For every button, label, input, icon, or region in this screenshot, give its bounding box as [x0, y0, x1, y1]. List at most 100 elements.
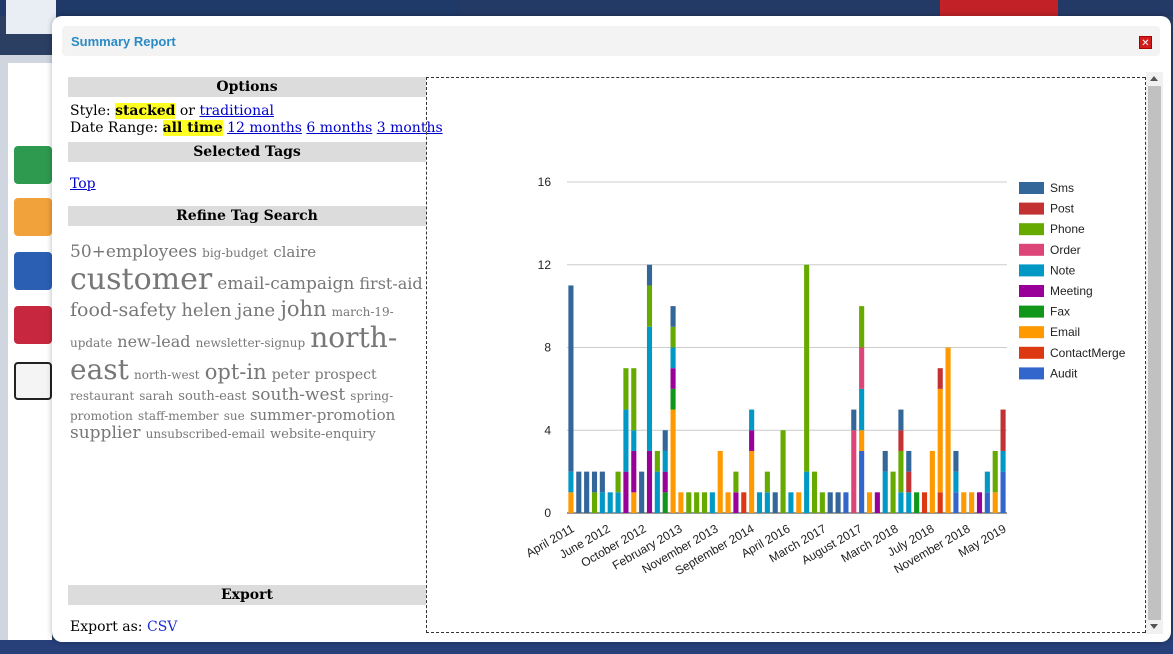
bar-segment-note: [623, 409, 629, 472]
tag-north-east[interactable]: north-east: [70, 320, 398, 387]
legend-swatch: [1019, 264, 1044, 277]
tasks-icon[interactable]: [14, 306, 52, 344]
bar-segment-sms: [953, 450, 959, 472]
style-traditional-link[interactable]: traditional: [199, 103, 274, 119]
bar-segment-note: [646, 326, 653, 451]
style-stacked-option[interactable]: stacked: [115, 103, 176, 119]
scroll-up-icon[interactable]: [1150, 76, 1158, 81]
top-link[interactable]: Top: [70, 176, 96, 192]
bar-segment-fax: [662, 492, 668, 513]
tag-opt-in[interactable]: opt-in: [204, 360, 267, 385]
bar-segment-meeting: [670, 368, 676, 389]
tag-jane[interactable]: jane: [236, 300, 276, 322]
export-label: Export as:: [70, 619, 143, 635]
date-12-months-link[interactable]: 12 months: [227, 120, 302, 136]
tag-email-campaign[interactable]: email-campaign: [217, 273, 355, 294]
tag-restaurant[interactable]: restaurant: [70, 389, 135, 404]
bar-segment-note: [631, 430, 637, 451]
chart-scrollbar[interactable]: [1146, 72, 1163, 634]
bar-segment-order: [859, 347, 865, 389]
tag-big-budget[interactable]: big-budget: [202, 246, 269, 260]
date-all-time-option[interactable]: all time: [162, 120, 223, 136]
bar-segment-meeting: [631, 450, 637, 493]
tag-customer[interactable]: customer: [70, 261, 213, 297]
bar-segment-sms: [576, 471, 582, 513]
legend-swatch: [1019, 346, 1044, 359]
close-icon[interactable]: ✕: [1139, 36, 1152, 49]
bar-segment-note: [654, 471, 660, 513]
modal-title: Summary Report: [71, 34, 176, 49]
tag-sarah[interactable]: sarah: [139, 389, 174, 404]
tag-website-enquiry[interactable]: website-enquiry: [270, 427, 376, 443]
bar-segment-note: [804, 471, 810, 513]
legend-swatch: [1019, 202, 1044, 215]
tag-prospect[interactable]: prospect: [314, 367, 377, 384]
legend-label: ContactMerge: [1050, 346, 1126, 360]
top-row: Top: [70, 176, 96, 192]
tag-john[interactable]: john: [280, 297, 327, 322]
tag-sue[interactable]: sue: [223, 408, 245, 423]
bar-segment-note: [709, 492, 715, 513]
y-tick-label: 0: [544, 506, 551, 520]
tag-south-west[interactable]: south-west: [251, 385, 346, 406]
app-notification-button[interactable]: [940, 0, 1058, 16]
tag-north-west[interactable]: north-west: [133, 368, 200, 383]
document-icon[interactable]: [14, 198, 52, 236]
legend-swatch: [1019, 305, 1044, 318]
app-bottom-bar: [0, 640, 1173, 654]
app-logo: [6, 0, 56, 34]
bar-segment-phone: [890, 471, 896, 513]
bar-segment-meeting: [733, 492, 739, 513]
tag-staff-member[interactable]: staff-member: [137, 408, 219, 423]
bar-segment-phone: [819, 492, 825, 513]
bar-segment-meeting: [662, 471, 668, 493]
legend-label: Phone: [1050, 222, 1085, 236]
tag-march-19-update[interactable]: march-19-update: [70, 305, 394, 350]
legend-swatch: [1019, 326, 1044, 339]
export-csv-link[interactable]: CSV: [146, 619, 178, 635]
history-icon[interactable]: [14, 252, 52, 290]
bar-segment-note: [749, 409, 755, 431]
scroll-down-icon[interactable]: [1150, 624, 1158, 629]
legend-swatch: [1019, 182, 1044, 194]
modal-header: Summary Report ✕: [62, 26, 1160, 56]
scroll-thumb[interactable]: [1148, 86, 1161, 620]
tag-new-lead[interactable]: new-lead: [117, 331, 191, 351]
tag-helen[interactable]: helen: [181, 300, 232, 322]
tag-unsubscribed-email[interactable]: unsubscribed-email: [145, 427, 265, 442]
bar-segment-phone: [631, 368, 637, 431]
date-6-months-link[interactable]: 6 months: [306, 120, 373, 136]
tag-peter[interactable]: peter: [271, 367, 310, 384]
tag-50-employees[interactable]: 50+employees: [70, 242, 198, 262]
tag-claire[interactable]: claire: [273, 243, 317, 261]
folder-icon[interactable]: [14, 362, 52, 400]
bar-segment-meeting: [646, 450, 653, 513]
date-range-label: Date Range:: [70, 120, 159, 136]
bar-segment-phone: [898, 450, 904, 493]
tag-south-east[interactable]: south-east: [178, 389, 247, 405]
bar-segment-audit: [953, 492, 959, 513]
tag-spring-promotion[interactable]: spring-promotion: [70, 389, 394, 423]
bar-segment-phone: [694, 492, 700, 513]
legend-swatch: [1019, 367, 1044, 380]
bar-segment-note: [607, 492, 613, 513]
legend-label: Sms: [1050, 181, 1074, 195]
bar-segment-sms: [568, 285, 574, 472]
bar-segment-note: [788, 492, 794, 513]
bar-segment-note: [882, 471, 888, 513]
bar-segment-email: [969, 492, 975, 513]
tag-food-safety[interactable]: food-safety: [70, 299, 177, 322]
bar-segment-note: [615, 492, 621, 513]
bar-segment-note: [568, 471, 574, 493]
tag-supplier[interactable]: supplier: [70, 423, 141, 444]
contacts-icon[interactable]: [14, 146, 52, 184]
style-row: Style: stacked or traditional: [70, 103, 274, 119]
tag-cloud: 50+employees big-budget claire customer …: [70, 242, 426, 444]
tag-newsletter-signup[interactable]: newsletter-signup: [195, 335, 306, 350]
tag-summer-promotion[interactable]: summer-promotion: [249, 405, 396, 424]
export-row: Export as: CSV: [70, 619, 177, 635]
bar-segment-meeting: [976, 492, 983, 513]
bar-segment-contactmerge: [921, 492, 928, 513]
bar-segment-note: [599, 492, 605, 513]
tag-first-aid[interactable]: first-aid: [359, 273, 423, 293]
